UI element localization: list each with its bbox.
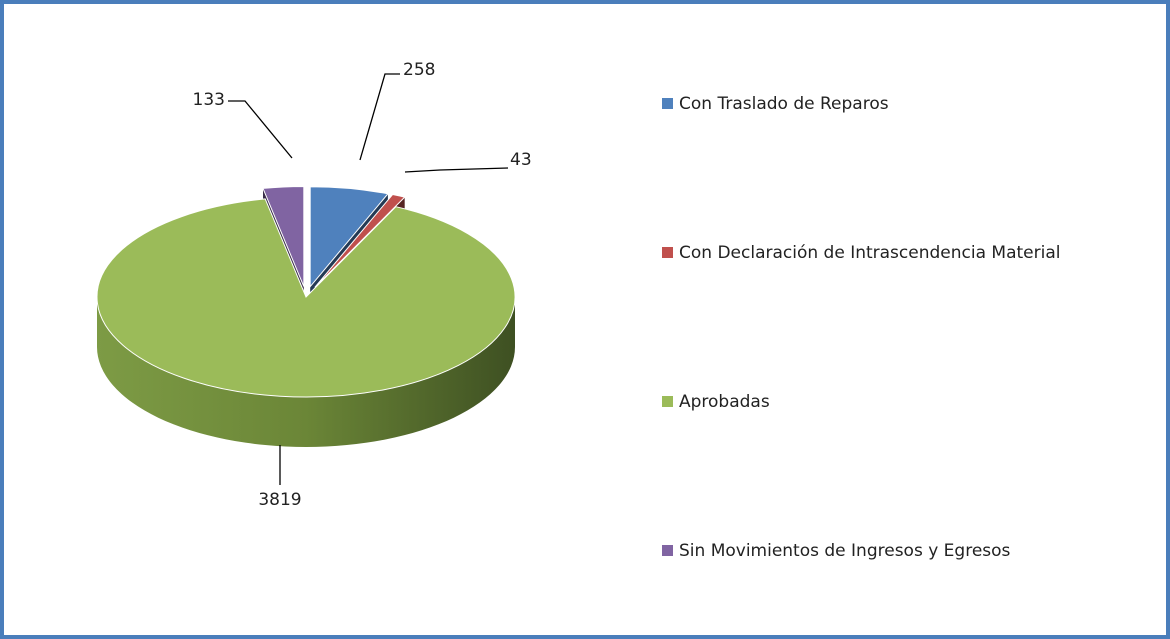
legend-label: Con Traslado de Reparos [679,94,889,114]
slice [314,193,406,288]
legend-label: Aprobadas [679,392,770,412]
data-label: 258 [403,60,435,80]
slice [262,185,305,287]
data-label: 43 [510,150,532,170]
leader-line [359,73,400,161]
slice [96,198,516,398]
legend-swatch [662,247,673,258]
leader-line [404,167,509,173]
legend-swatch [662,545,673,556]
data-label: 133 [193,90,225,110]
legend-label: Con Declaración de Intrascendencia Mater… [679,243,1060,263]
data-label: 3819 [258,490,301,510]
legend-swatch [662,98,673,109]
leader-line [228,100,293,159]
slice [309,186,389,289]
legend-swatch [662,396,673,407]
slice-side [97,297,515,447]
legend-label: Sin Movimientos de Ingresos y Egresos [679,541,1011,561]
